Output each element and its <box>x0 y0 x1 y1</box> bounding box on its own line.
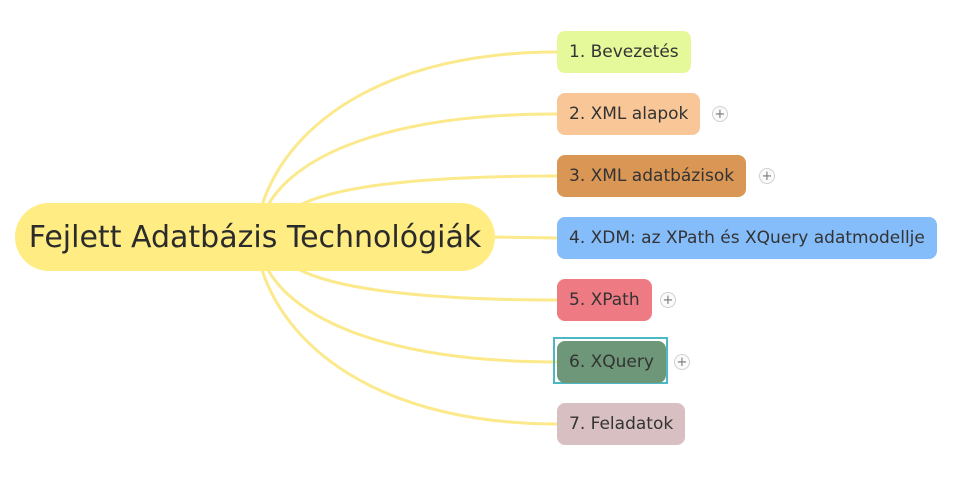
connector-7 <box>260 269 558 426</box>
connector-6 <box>266 269 558 364</box>
connector-4 <box>489 235 558 240</box>
topic-label: 7. Feladatok <box>569 414 674 434</box>
topic-label: 1. Bevezetés <box>569 42 679 62</box>
selection-outline <box>553 337 668 384</box>
plus-icon[interactable]: + <box>759 168 775 184</box>
central-topic[interactable]: Fejlett Adatbázis Technológiák <box>15 203 495 271</box>
topic-label: 4. XDM: az XPath és XQuery adatmodellje <box>569 228 925 248</box>
connector-1 <box>260 50 558 206</box>
topic-label: 6. XQuery <box>569 352 654 372</box>
connector-5 <box>299 268 558 302</box>
connector-2 <box>266 112 558 206</box>
plus-icon[interactable]: + <box>660 292 676 308</box>
topic-bevezetes[interactable]: 1. Bevezetés <box>557 31 691 73</box>
topic-xml-alapok[interactable]: 2. XML alapok <box>557 93 701 135</box>
topic-label: 5. XPath <box>569 290 640 310</box>
topic-xpath[interactable]: 5. XPath <box>557 279 652 321</box>
plus-icon[interactable]: + <box>674 354 690 370</box>
topic-xml-adatbazisok[interactable]: 3. XML adatbázisok <box>557 155 747 197</box>
topic-feladatok[interactable]: 7. Feladatok <box>557 403 686 445</box>
connector-3 <box>299 174 558 207</box>
topic-label: 2. XML alapok <box>569 104 689 124</box>
plus-icon[interactable]: + <box>712 106 728 122</box>
topic-xquery[interactable]: 6. XQuery <box>557 341 666 383</box>
topic-label: 3. XML adatbázisok <box>569 166 735 186</box>
topic-xdm[interactable]: 4. XDM: az XPath és XQuery adatmodellje <box>557 217 937 259</box>
